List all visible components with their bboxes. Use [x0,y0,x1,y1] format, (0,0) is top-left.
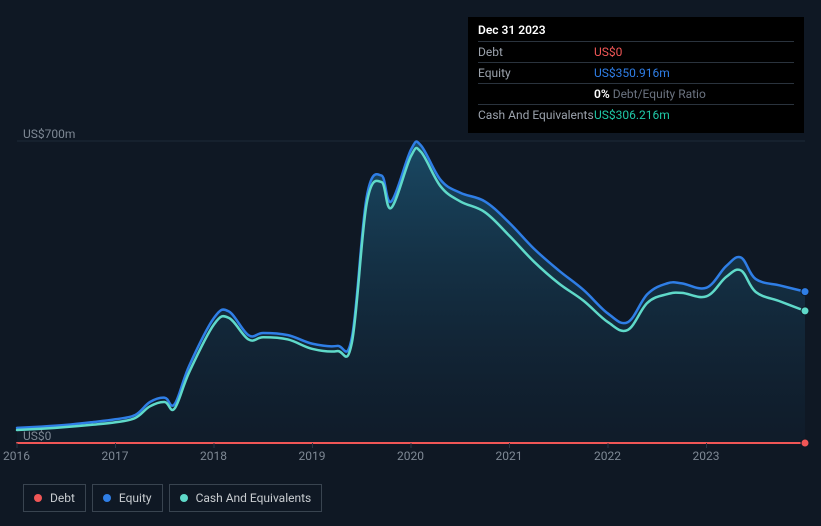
x-axis-label: 2021 [496,449,523,463]
x-axis-label: 2016 [3,449,30,463]
tooltip-row: Cash And EquivalentsUS$306.216m [478,104,794,125]
legend-label: Equity [119,491,152,505]
tooltip-row-value: US$350.916m [594,66,794,80]
tooltip-row-value: US$0 [594,45,794,59]
x-axis-label: 2019 [299,449,326,463]
x-axis-label: 2022 [594,449,621,463]
tooltip-row-value: US$306.216m [594,108,794,122]
legend-swatch-icon [103,494,111,502]
tooltip-row-label: Cash And Equivalents [478,108,594,122]
finance-chart: Dec 31 2023 Debt US$0 Equity US$350.916m 0% … [0,0,821,526]
tooltip-row-label: Debt [478,45,503,59]
legend-item-cash-and-equivalents[interactable]: Cash And Equivalents [169,484,323,512]
y-axis-label: US$0 [23,429,51,443]
legend-item-equity[interactable]: Equity [92,484,163,512]
tooltip-row: 0% Debt/Equity Ratio [478,83,794,104]
tooltip-row: Debt US$0 [478,41,794,62]
y-axis-label: US$700m [23,127,75,141]
tooltip-row: Equity US$350.916m [478,62,794,83]
x-axis-label: 2017 [102,449,129,463]
tooltip-row-label: Equity [478,66,511,80]
legend-item-debt[interactable]: Debt [23,484,86,512]
legend-swatch-icon [34,494,42,502]
chart-legend: Debt Equity Cash And Equivalents [23,484,322,512]
x-axis-label: 2018 [200,449,227,463]
legend-label: Debt [50,491,75,505]
x-axis-label: 2020 [397,449,424,463]
chart-tooltip: Dec 31 2023 Debt US$0 Equity US$350.916m 0% … [468,17,804,133]
legend-label: Cash And Equivalents [196,491,312,505]
tooltip-date: Dec 31 2023 [478,23,794,37]
tooltip-row-value: 0% Debt/Equity Ratio [594,87,794,101]
x-axis-label: 2023 [693,449,720,463]
legend-swatch-icon [180,494,188,502]
